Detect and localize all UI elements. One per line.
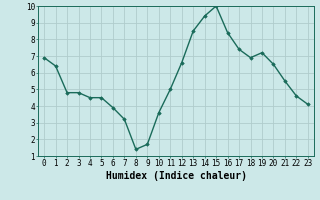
X-axis label: Humidex (Indice chaleur): Humidex (Indice chaleur) — [106, 171, 246, 181]
